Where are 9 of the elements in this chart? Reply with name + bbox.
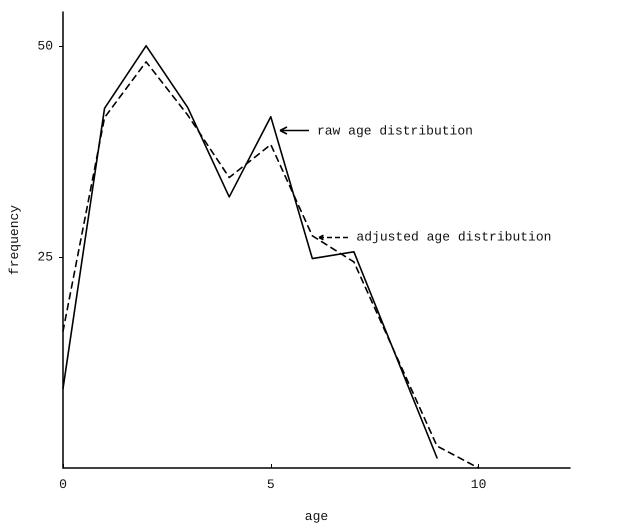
x-tick-label: 5 — [266, 477, 275, 492]
legend-label: adjusted age distribution — [356, 230, 552, 245]
x-axis-title: age — [304, 509, 328, 524]
legend-label: raw age distribution — [316, 123, 473, 138]
x-tick-label: 0 — [59, 477, 67, 492]
y-tick-label: 25 — [37, 249, 53, 264]
y-axis-title: frequency — [7, 204, 22, 276]
y-tick-label: 50 — [37, 38, 53, 54]
x-tick-label: 10 — [470, 477, 486, 492]
